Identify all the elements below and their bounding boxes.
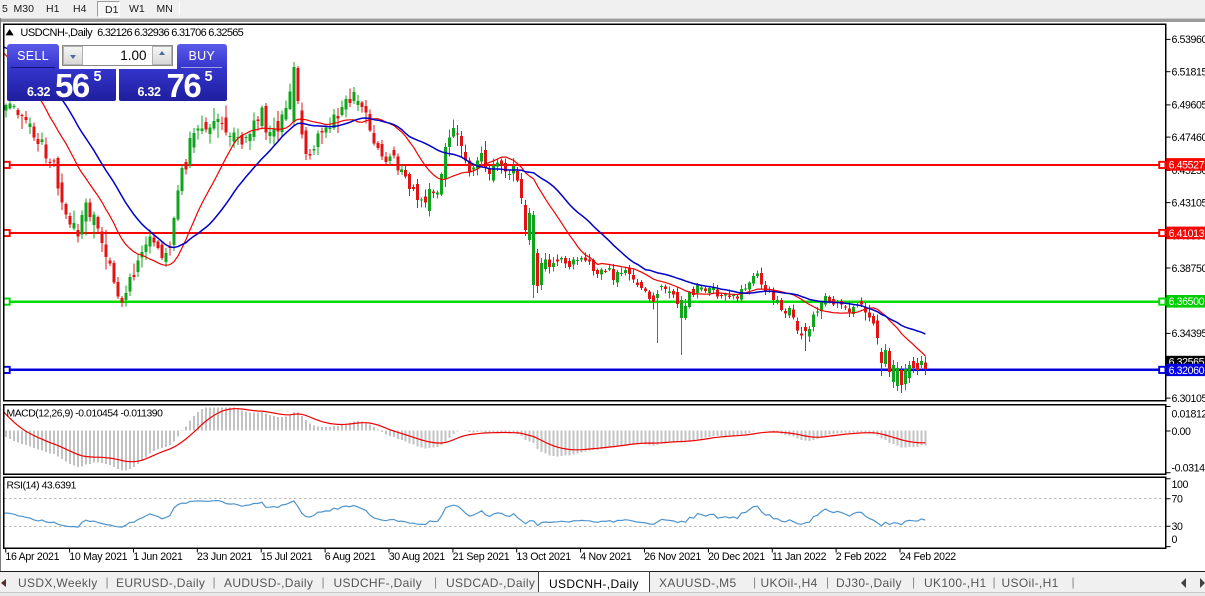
svg-text:6.34395: 6.34395 <box>1172 328 1205 340</box>
svg-text:10 May 2021: 10 May 2021 <box>69 551 127 563</box>
svg-text:6.47460: 6.47460 <box>1172 132 1205 144</box>
svg-text:6.36500: 6.36500 <box>1169 296 1205 308</box>
svg-text:0.00: 0.00 <box>1172 426 1192 438</box>
svg-text:1 Jun 2021: 1 Jun 2021 <box>133 551 183 563</box>
svg-text:4 Nov 2021: 4 Nov 2021 <box>580 551 632 563</box>
svg-text:MACD(12,26,9) -0.010454 -0.011: MACD(12,26,9) -0.010454 -0.011390 <box>7 408 164 419</box>
svg-text:23 Jun 2021: 23 Jun 2021 <box>197 551 252 563</box>
svg-text:6.45527: 6.45527 <box>1169 159 1205 171</box>
svg-text:-0.03149: -0.03149 <box>1172 462 1205 474</box>
svg-text:6 Aug 2021: 6 Aug 2021 <box>325 551 376 563</box>
svg-text:2 Feb 2022: 2 Feb 2022 <box>836 551 887 563</box>
svg-text:6.32060: 6.32060 <box>1169 365 1205 377</box>
svg-text:13 Oct 2021: 13 Oct 2021 <box>516 551 571 563</box>
svg-text:6.51815: 6.51815 <box>1172 67 1205 79</box>
svg-text:100: 100 <box>1172 479 1189 491</box>
svg-text:15 Jul 2021: 15 Jul 2021 <box>261 551 313 563</box>
svg-text:0.018129: 0.018129 <box>1172 409 1205 421</box>
svg-text:6.49605: 6.49605 <box>1172 100 1205 112</box>
svg-text:30: 30 <box>1172 521 1183 533</box>
svg-text:21 Sep 2021: 21 Sep 2021 <box>453 551 510 563</box>
svg-text:20 Dec 2021: 20 Dec 2021 <box>708 551 765 563</box>
svg-text:6.53960: 6.53960 <box>1172 34 1205 46</box>
svg-text:6.41013: 6.41013 <box>1169 228 1205 240</box>
svg-text:6.43105: 6.43105 <box>1172 197 1205 209</box>
svg-text:RSI(14) 43.6391: RSI(14) 43.6391 <box>7 480 77 491</box>
svg-text:24 Feb 2022: 24 Feb 2022 <box>900 551 957 563</box>
svg-text:6.30105: 6.30105 <box>1172 393 1205 405</box>
svg-text:11 Jan 2022: 11 Jan 2022 <box>772 551 827 563</box>
svg-text:26 Nov 2021: 26 Nov 2021 <box>644 551 701 563</box>
svg-text:30 Aug 2021: 30 Aug 2021 <box>389 551 446 563</box>
svg-text:6.38750: 6.38750 <box>1172 263 1205 275</box>
svg-text:70: 70 <box>1172 494 1183 506</box>
svg-text:0: 0 <box>1172 534 1178 546</box>
svg-text:16 Apr 2021: 16 Apr 2021 <box>5 551 59 563</box>
